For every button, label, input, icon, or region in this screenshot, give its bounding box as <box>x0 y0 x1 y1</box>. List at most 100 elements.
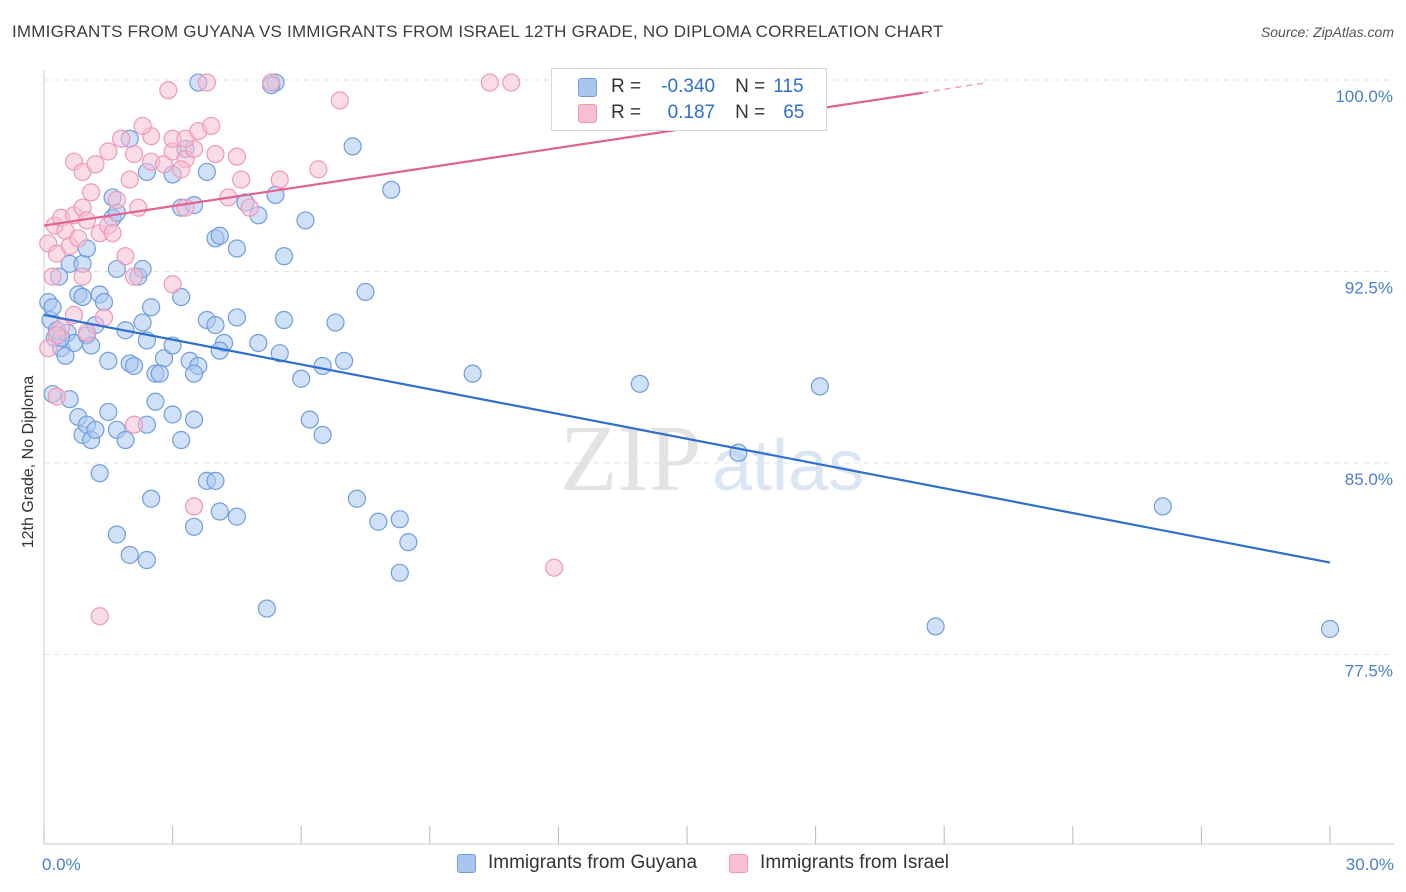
guyana-point <box>184 410 204 429</box>
guyana-point <box>56 346 75 365</box>
guyana-point <box>1320 619 1340 639</box>
israel-point <box>262 73 281 92</box>
israel-point <box>99 142 118 161</box>
guyana-point <box>210 226 229 245</box>
israel-point <box>330 91 349 110</box>
guyana-point <box>382 180 401 199</box>
israel-point <box>124 267 144 286</box>
legend-item-israel[interactable]: Immigrants from Israel <box>729 852 949 874</box>
israel-point <box>120 170 139 189</box>
israel-n-value: 65 <box>783 102 805 123</box>
israel-point <box>107 190 126 210</box>
guyana-r-value: -0.340 <box>661 76 716 97</box>
israel-point <box>270 170 289 189</box>
guyana-point <box>249 333 268 353</box>
israel-point <box>197 73 216 92</box>
guyana-point <box>133 313 152 332</box>
israel-point <box>43 267 62 286</box>
guyana-point <box>184 364 204 383</box>
israel-point <box>176 198 195 217</box>
series-israel-points <box>39 73 564 626</box>
guyana-trend-line <box>43 313 1331 564</box>
israel-point <box>94 308 114 327</box>
watermark-atlas: atlas <box>712 426 864 506</box>
guyana-point <box>99 351 118 370</box>
israel-point <box>47 387 66 406</box>
israel-point <box>184 497 204 516</box>
guyana-point <box>227 308 246 327</box>
israel-point <box>480 73 499 92</box>
y-tick-label: 100.0% <box>1335 87 1393 106</box>
guyana-r-label: R = <box>611 76 642 97</box>
israel-point <box>545 558 564 577</box>
guyana-point <box>292 369 311 388</box>
israel-point <box>240 198 259 217</box>
guyana-point <box>172 430 191 450</box>
guyana-point <box>300 410 319 429</box>
guyana-point <box>142 489 161 508</box>
guyana-point <box>120 545 139 565</box>
guyana-point <box>390 510 409 529</box>
israel-point <box>103 224 122 243</box>
guyana-point <box>313 356 332 376</box>
guyana-point <box>99 402 118 422</box>
israel-point <box>163 275 182 294</box>
guyana-point <box>206 471 225 490</box>
guyana-point <box>43 298 62 317</box>
guyana-point <box>369 512 388 531</box>
guyana-point <box>86 420 105 439</box>
israel-point <box>227 147 246 166</box>
guyana-point <box>116 430 135 450</box>
israel-swatch <box>578 103 597 123</box>
israel-point <box>172 160 191 179</box>
guyana-point <box>146 392 165 411</box>
guyana-point <box>137 550 156 570</box>
guyana-point <box>90 464 109 483</box>
guyana-point <box>274 247 294 266</box>
y-tick-label: 92.5% <box>1345 279 1393 298</box>
israel-legend-swatch <box>729 853 749 873</box>
israel-point <box>309 160 328 179</box>
guyana-n-label: N = <box>735 76 766 97</box>
guyana-point <box>107 525 126 544</box>
guyana-point <box>313 425 332 445</box>
guyana-point <box>150 364 169 383</box>
israel-point <box>502 73 521 92</box>
y-tick-label: 77.5% <box>1345 662 1393 681</box>
watermark: ZIP atlas <box>560 407 864 511</box>
legend-item-guyana[interactable]: Immigrants from Guyana <box>456 852 698 874</box>
guyana-point <box>124 356 144 376</box>
chart-title: IMMIGRANTS FROM GUYANA VS IMMIGRANTS FRO… <box>12 22 944 41</box>
guyana-point <box>172 287 191 307</box>
source-credit: Source: ZipAtlas.com <box>1260 24 1394 40</box>
israel-point <box>124 415 144 434</box>
israel-point <box>86 155 105 174</box>
watermark-zip: ZIP <box>560 407 701 511</box>
guyana-point <box>142 298 161 317</box>
israel-point <box>133 116 152 136</box>
guyana-point <box>197 162 216 182</box>
series-legend: Immigrants from Guyana Immigrants from I… <box>0 852 1406 874</box>
guyana-point <box>274 310 294 330</box>
x-tick-label: 30.0% <box>1346 855 1394 874</box>
israel-point <box>47 326 66 345</box>
israel-point <box>77 323 96 342</box>
guyana-point <box>210 502 229 521</box>
guyana-legend-label: Immigrants from Guyana <box>487 852 698 873</box>
israel-point <box>90 607 109 626</box>
israel-point <box>39 339 58 358</box>
guyana-point <box>926 617 945 636</box>
guyana-legend-swatch <box>456 853 476 873</box>
israel-point <box>129 198 148 217</box>
israel-legend-label: Immigrants from Israel <box>760 852 950 873</box>
guyana-point <box>163 405 182 424</box>
gridlines <box>44 79 1395 655</box>
israel-point <box>73 267 92 286</box>
israel-point <box>82 183 101 202</box>
guyana-point <box>390 563 409 582</box>
guyana-point <box>326 313 345 332</box>
y-tick-label: 85.0% <box>1345 470 1393 489</box>
axes <box>43 70 1395 845</box>
israel-point <box>232 170 251 189</box>
